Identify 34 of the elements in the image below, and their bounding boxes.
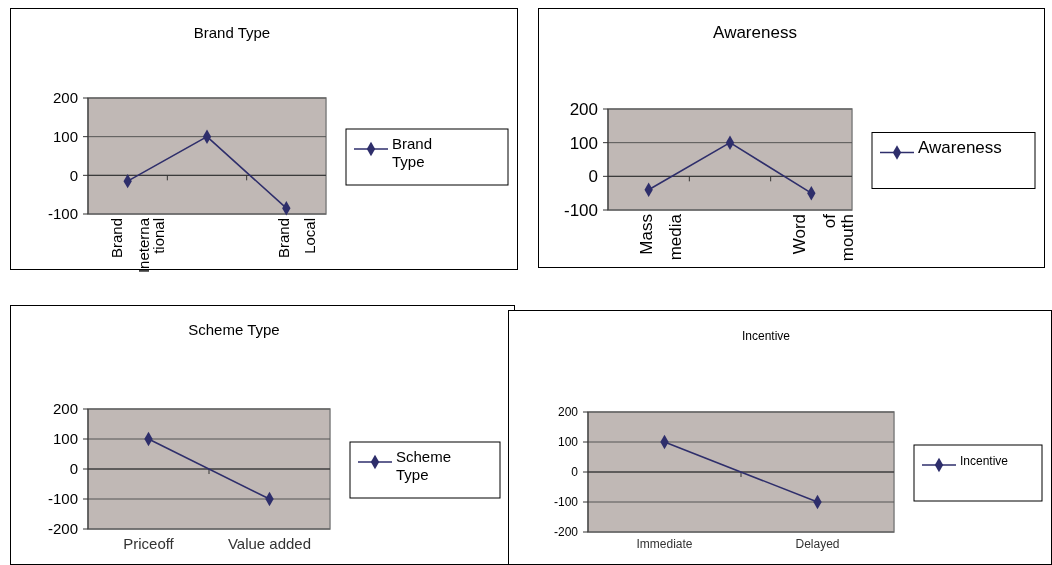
x-tick-label: Mass media xyxy=(636,213,686,261)
x-tick-label: Priceoff xyxy=(123,534,175,552)
y-tick-label: 0 xyxy=(69,166,78,184)
x-tick-label: Value added xyxy=(227,534,312,552)
legend-label: Scheme Type xyxy=(396,448,452,483)
y-tick-label: -200 xyxy=(47,520,78,538)
y-tick-label: 200 xyxy=(569,99,598,119)
legend-label: Brand Type xyxy=(392,135,433,170)
x-tick-label: Brand Local xyxy=(274,218,319,259)
chart-title: Awareness xyxy=(713,23,797,42)
legend-label: Awareness xyxy=(918,137,1002,157)
y-tick-label: 100 xyxy=(569,133,598,153)
x-tick-label: Brand Ineternational xyxy=(108,217,168,274)
x-tick-label: Word of mouth xyxy=(790,213,857,262)
y-tick-label: 0 xyxy=(69,460,78,478)
y-tick-label: 100 xyxy=(52,127,78,145)
y-tick-label: -100 xyxy=(563,200,598,220)
x-tick-label: Delayed xyxy=(795,536,840,551)
y-tick-label: 0 xyxy=(588,167,598,187)
chart-title: Brand Type xyxy=(193,24,271,41)
y-tick-label: -200 xyxy=(553,525,579,540)
y-tick-label: -100 xyxy=(47,490,78,508)
legend-label: Incentive xyxy=(960,454,1009,468)
y-tick-label: 100 xyxy=(557,435,579,450)
y-tick-label: -100 xyxy=(553,495,579,510)
y-tick-label: 100 xyxy=(52,430,78,448)
chart-title: Scheme Type xyxy=(188,321,280,338)
y-tick-label: -100 xyxy=(47,205,78,223)
y-tick-label: 200 xyxy=(52,89,78,107)
chart-title: Incentive xyxy=(741,329,791,343)
x-tick-label: Immediate xyxy=(636,536,693,551)
y-tick-label: 200 xyxy=(52,400,78,418)
y-tick-label: 200 xyxy=(557,405,579,420)
y-tick-label: 0 xyxy=(571,465,579,480)
